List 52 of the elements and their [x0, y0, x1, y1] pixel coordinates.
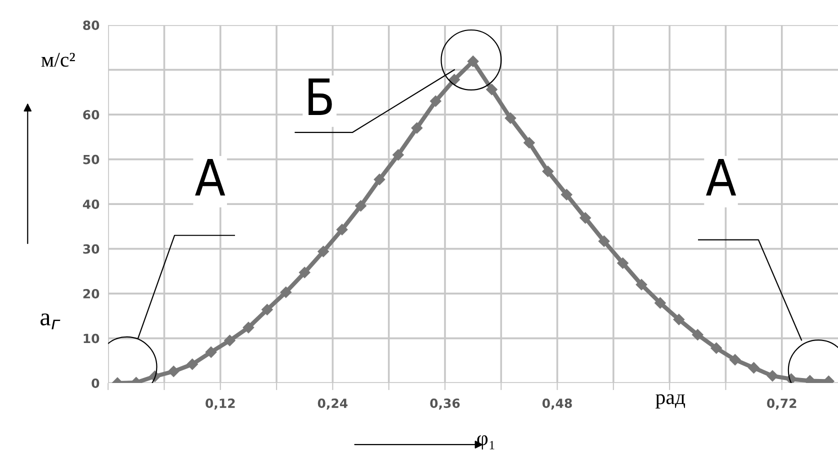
point: [280, 286, 292, 298]
x-tick-label: 0,48: [542, 398, 572, 410]
point: [524, 137, 535, 148]
point: [654, 297, 666, 309]
y-tick-label: 60: [83, 110, 100, 120]
point: [729, 354, 741, 366]
point: [411, 122, 423, 134]
point: [242, 322, 254, 334]
annotation: А: [195, 159, 226, 196]
y-tick-label: 40: [82, 200, 100, 209]
x-tick-label: 0,24: [318, 398, 348, 410]
y-tick-label: 10: [84, 334, 100, 344]
point: [636, 278, 648, 290]
point: [299, 266, 310, 278]
x-tick-label: 0,72: [767, 398, 796, 410]
point: [542, 166, 554, 177]
point: [430, 96, 442, 107]
text: м/с²: [41, 52, 75, 67]
point: [748, 362, 760, 374]
text: а$_{г}$: [40, 313, 60, 330]
point: [486, 84, 498, 96]
point: [392, 149, 404, 160]
annotation: А: [706, 159, 736, 196]
point: [467, 56, 479, 67]
y-tick-label: 50: [83, 154, 100, 164]
point: [766, 370, 778, 382]
y-tick-label: 30: [83, 244, 100, 254]
point: [448, 74, 460, 86]
point: [336, 224, 348, 236]
point: [617, 258, 628, 269]
point: [318, 246, 329, 258]
point: [598, 236, 610, 247]
point: [673, 314, 685, 326]
y-tick-label: 80: [83, 20, 100, 30]
y-tick-label: 0: [92, 378, 100, 388]
text: рад: [656, 394, 686, 408]
point: [561, 189, 572, 200]
point: [262, 304, 273, 316]
x-tick-label: 0,36: [430, 398, 460, 410]
point: [355, 200, 366, 212]
point: [168, 366, 180, 378]
point: [692, 329, 704, 340]
annotation: Б: [308, 78, 332, 115]
x-tick-label: 0,12: [206, 398, 235, 410]
point: [224, 334, 236, 346]
point: [186, 358, 198, 370]
point: [205, 346, 217, 358]
point: [580, 212, 591, 224]
point: [710, 342, 722, 354]
point: [504, 112, 516, 124]
y-tick-label: 20: [83, 289, 100, 298]
point: [374, 174, 386, 186]
